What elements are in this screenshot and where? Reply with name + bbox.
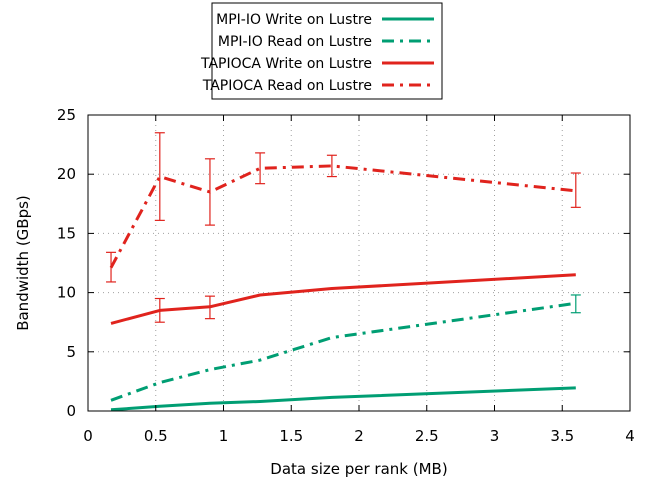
series-group xyxy=(110,294,581,402)
y-tick-label: 15 xyxy=(57,224,76,242)
series-group xyxy=(110,386,576,412)
x-tick-label: 1 xyxy=(219,427,229,445)
legend-entry-label: MPI-IO Write on Lustre xyxy=(216,12,372,28)
series-line xyxy=(110,273,576,325)
x-tick-label: 0.5 xyxy=(144,427,168,445)
y-tick-label: 0 xyxy=(66,402,76,420)
y-tick-label: 10 xyxy=(57,284,76,302)
legend-entry-label: TAPIOCA Read on Lustre xyxy=(202,78,372,94)
legend-entry-label: TAPIOCA Write on Lustre xyxy=(200,56,372,72)
plot-frame xyxy=(87,114,631,412)
x-tick-label: 1.5 xyxy=(279,427,303,445)
y-axis-title: Bandwidth (GBps) xyxy=(14,195,32,331)
x-tick-label: 2 xyxy=(354,427,364,445)
series-group xyxy=(106,132,581,283)
x-tick-label: 2.5 xyxy=(415,427,439,445)
axis-ticks: 0 0.5 1 1.5 2 2.5 3 3.5 4 0 5 10 15 20 25 xyxy=(57,106,635,445)
series-group xyxy=(110,273,576,325)
y-tick-label: 20 xyxy=(57,165,76,183)
grid-lines xyxy=(88,115,630,411)
legend-entry-label: MPI-IO Read on Lustre xyxy=(218,34,372,50)
series-line xyxy=(110,301,577,402)
x-tick-label: 4 xyxy=(625,427,635,445)
y-tick-label: 5 xyxy=(66,343,76,361)
series-line xyxy=(110,386,576,412)
plot-series xyxy=(106,132,581,412)
x-tick-label: 0 xyxy=(83,427,93,445)
series-line xyxy=(109,164,576,269)
legend: MPI-IO Write on Lustre MPI-IO Read on Lus… xyxy=(200,2,443,100)
x-tick-label: 3.5 xyxy=(550,427,574,445)
x-tick-label: 3 xyxy=(490,427,500,445)
x-axis-title: Data size per rank (MB) xyxy=(270,460,447,478)
y-tick-label: 25 xyxy=(57,106,76,124)
